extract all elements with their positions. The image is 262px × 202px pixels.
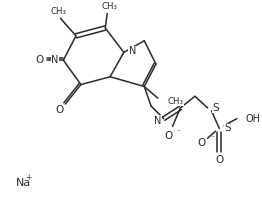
Text: +: + [25,173,31,182]
Text: O: O [55,105,64,115]
Text: CH₃: CH₃ [101,2,117,11]
Text: O: O [215,155,223,165]
Text: O: O [36,55,44,65]
Text: Na: Na [16,178,31,188]
Text: ⁻: ⁻ [176,127,180,136]
Text: O: O [198,138,206,148]
Text: N: N [51,55,58,65]
Text: N: N [129,46,136,56]
Text: N: N [154,116,162,126]
Text: OH: OH [245,114,261,124]
Text: ⁻: ⁻ [210,134,215,143]
Text: S: S [212,103,219,113]
Text: CH₃: CH₃ [168,97,184,106]
Text: O: O [165,131,173,141]
Text: S: S [224,123,231,133]
Text: CH₃: CH₃ [51,7,67,16]
